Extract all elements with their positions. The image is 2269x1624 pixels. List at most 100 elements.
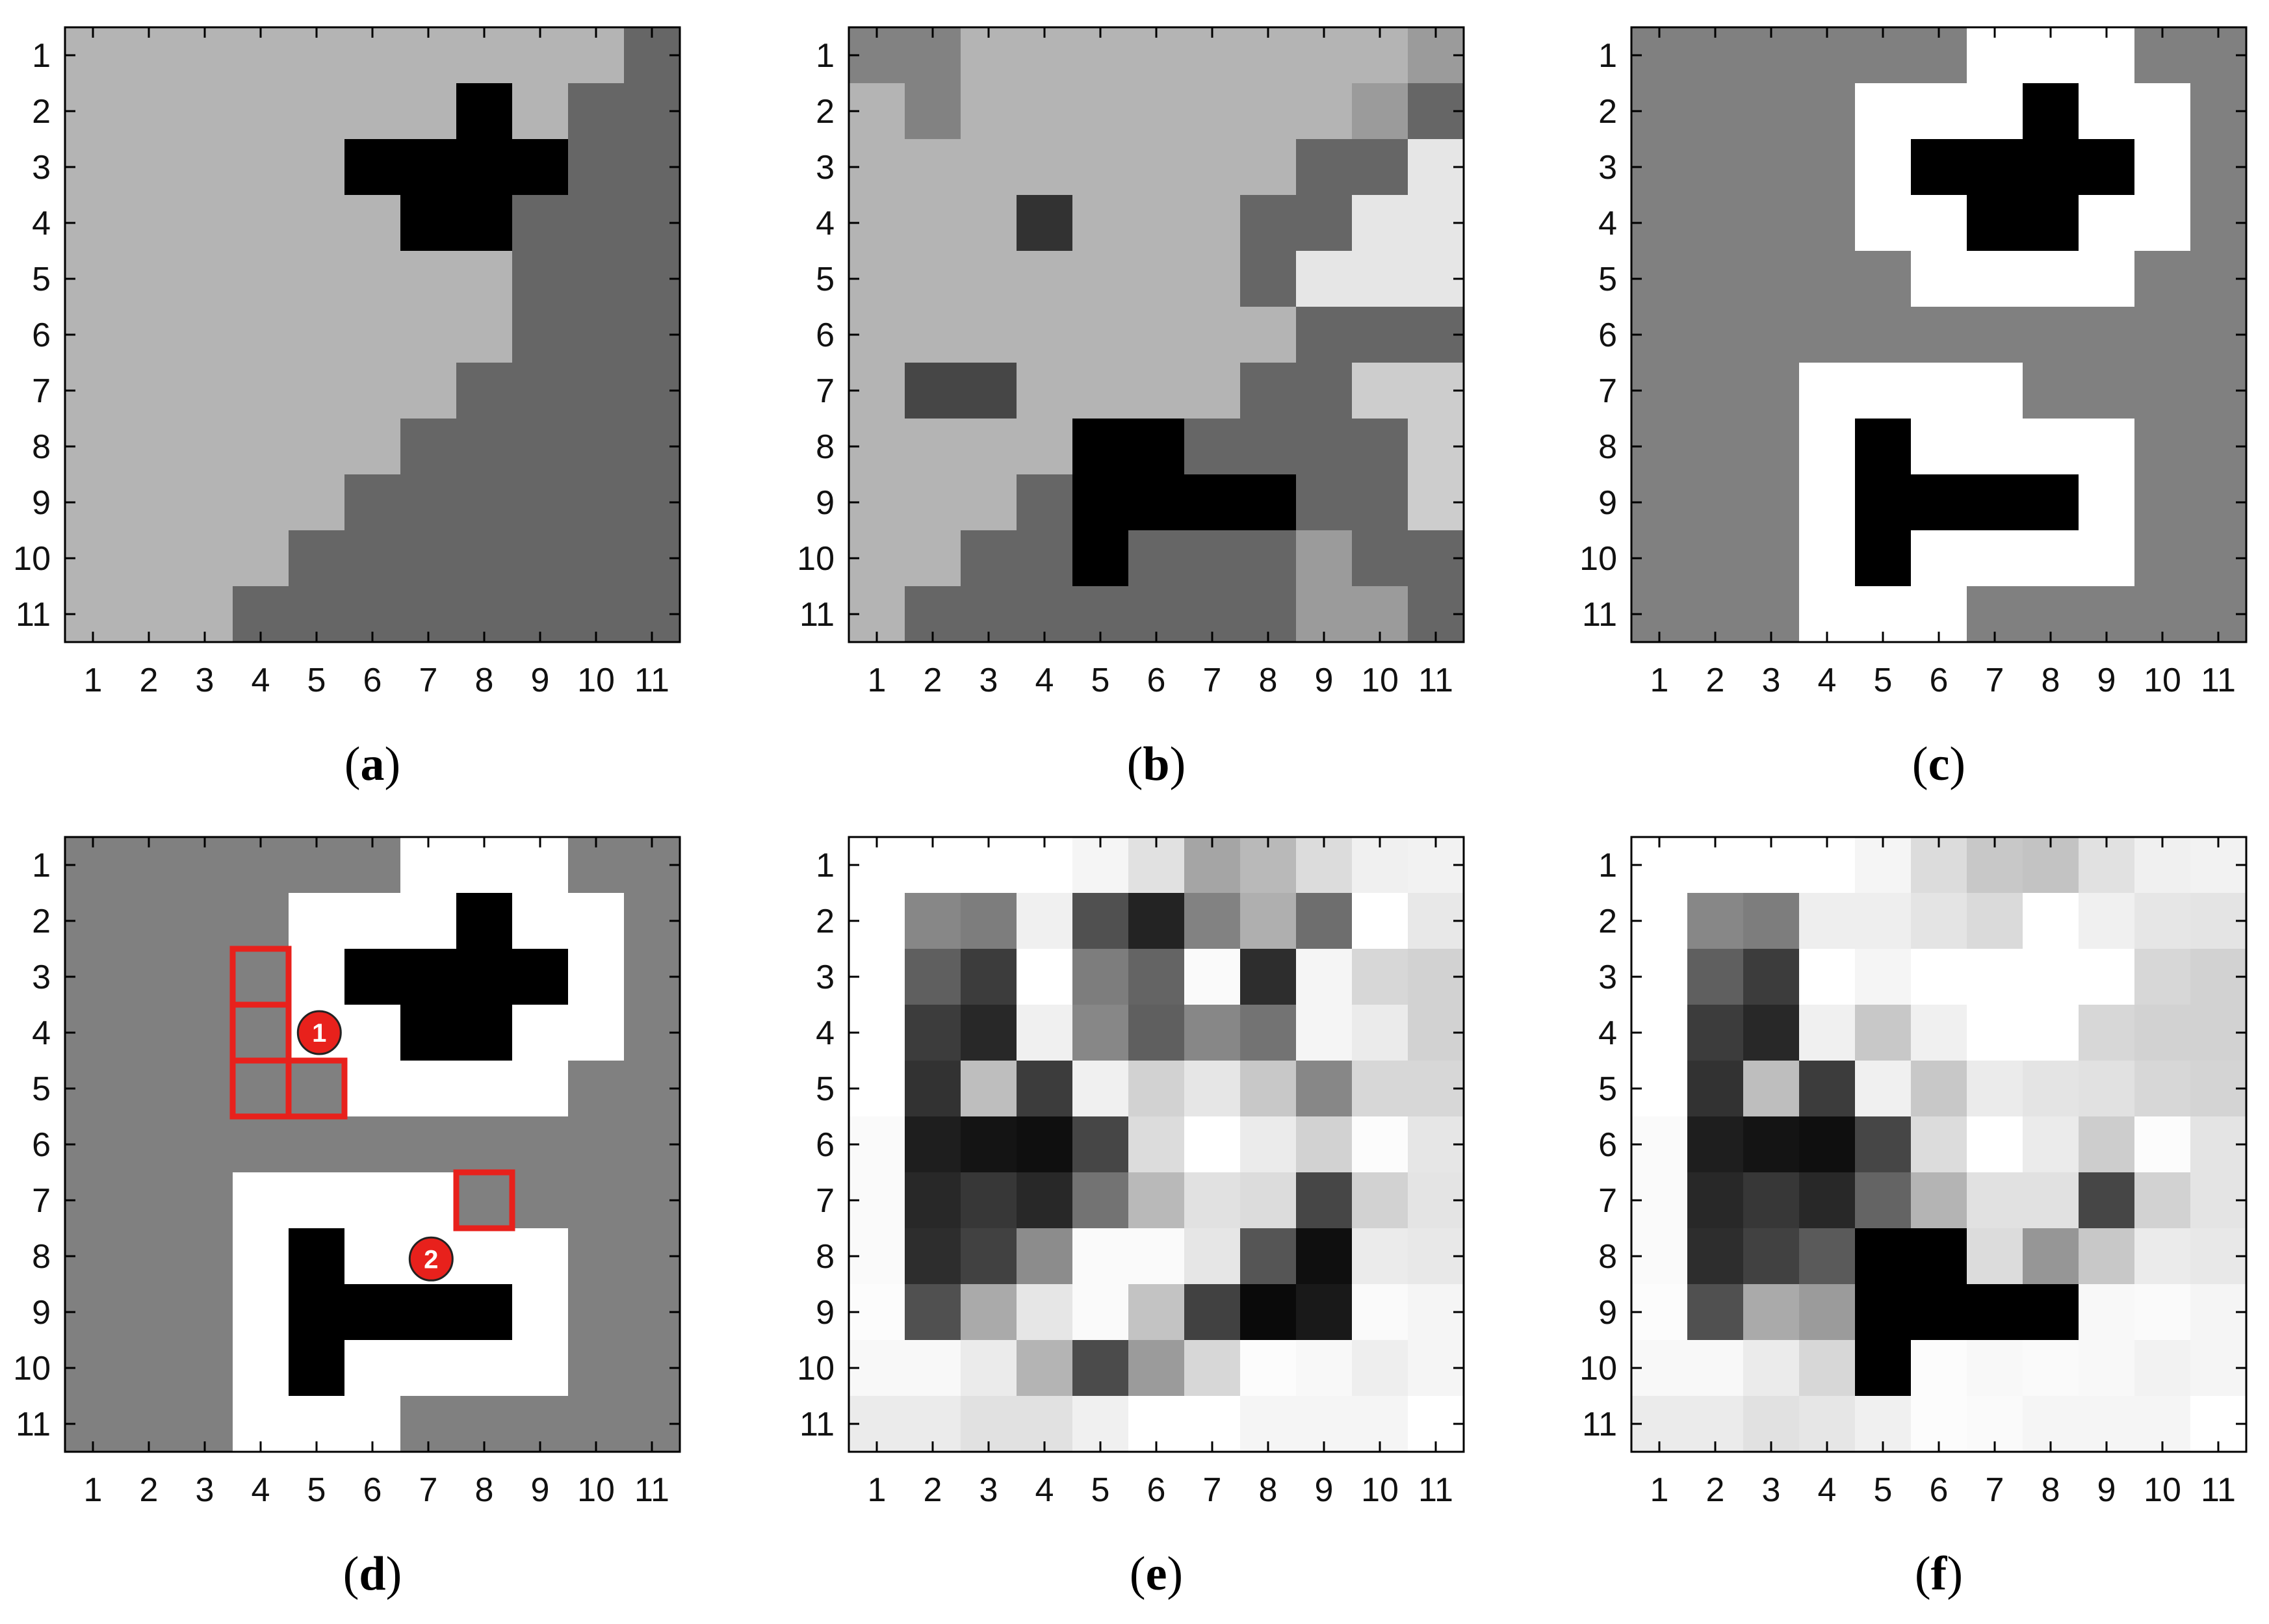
- y-tick-label: 6: [816, 1126, 835, 1164]
- cell-r10-c2: [1687, 1340, 1744, 1397]
- cell-r5-c10: [2134, 251, 2191, 307]
- cell-r7-c10: [1352, 363, 1408, 419]
- cell-r3-c4: [1799, 139, 1856, 196]
- cell-r9-c9: [512, 474, 569, 531]
- cell-r10-c9: [1296, 530, 1353, 587]
- cell-r7-c7: [1967, 363, 2023, 419]
- cell-r9-c5: [1855, 1284, 1912, 1341]
- x-tick-label: 6: [363, 1471, 382, 1509]
- cell-r6-c2: [1687, 307, 1744, 363]
- cell-r9-c2: [1687, 474, 1744, 531]
- cell-r8-c5: [1855, 1228, 1912, 1285]
- panel-caption: (b): [1127, 738, 1186, 791]
- cell-r10-c2: [1687, 530, 1744, 587]
- cell-r3-c10: [1352, 139, 1408, 196]
- cell-r6-c4: [233, 1116, 289, 1173]
- cell-r6-c8: [2023, 1116, 2079, 1173]
- cell-r4-c3: [1743, 195, 1800, 251]
- cell-r8-c8: [456, 1228, 513, 1285]
- cell-r9-c3: [961, 1284, 1017, 1341]
- cell-r5-c5: [289, 1061, 345, 1117]
- cell-r6-c6: [344, 307, 401, 363]
- cell-r6-c6: [1911, 307, 1967, 363]
- cell-r6-c10: [1352, 307, 1408, 363]
- cell-r5-c5: [1072, 1061, 1129, 1117]
- cell-r4-c2: [905, 1005, 961, 1061]
- cell-r10-c9: [2079, 530, 2135, 587]
- cell-r2-c4: [1799, 83, 1856, 140]
- x-tick-label: 3: [979, 1471, 998, 1509]
- cell-r6-c5: [1072, 1116, 1129, 1173]
- cell-r3-c6: [344, 949, 401, 1005]
- cell-r2-c9: [512, 83, 569, 140]
- cell-r5-c3: [961, 251, 1017, 307]
- cell-r2-c4: [233, 893, 289, 949]
- y-tick-label: 2: [816, 93, 835, 131]
- y-tick-label: 5: [1598, 1070, 1617, 1108]
- cell-r5-c3: [1743, 1061, 1800, 1117]
- cell-r10-c5: [289, 1340, 345, 1397]
- cell-r10-c4: [1799, 1340, 1856, 1397]
- cell-r8-c3: [961, 419, 1017, 475]
- cell-r9-c7: [400, 474, 457, 531]
- cell-r7-c4: [1799, 1172, 1856, 1229]
- cell-r5-c5: [289, 251, 345, 307]
- cell-r3-c8: [2023, 139, 2079, 196]
- cell-r10-c5: [289, 530, 345, 587]
- cell-r4-c6: [1911, 195, 1967, 251]
- y-tick-label: 11: [16, 1406, 51, 1443]
- cell-r2-c7: [1967, 83, 2023, 140]
- x-tick-label: 8: [2042, 1471, 2060, 1509]
- highlight-box: [285, 1057, 348, 1120]
- cell-r2-c5: [1855, 83, 1912, 140]
- cell-r5-c2: [121, 1061, 177, 1117]
- y-tick-label: 9: [32, 484, 51, 522]
- cell-r9-c6: [1128, 1284, 1185, 1341]
- cell-r9-c2: [905, 1284, 961, 1341]
- x-tick-label: 10: [577, 1471, 615, 1509]
- cell-r8-c7: [400, 419, 457, 475]
- x-tick-label: 1: [84, 662, 103, 699]
- cell-r2-c6: [1911, 893, 1967, 949]
- cell-r6-c4: [233, 307, 289, 363]
- cell-r8-c6: [1128, 1228, 1185, 1285]
- cell-r5-c4: [1017, 1061, 1073, 1117]
- y-tick-label: 11: [16, 596, 51, 634]
- x-tick-label: 6: [363, 662, 382, 699]
- cell-r8-c2: [121, 419, 177, 475]
- x-tick-label: 3: [979, 662, 998, 699]
- x-tick-label: 4: [1818, 1471, 1837, 1509]
- cell-r3-c7: [400, 139, 457, 196]
- cell-r9-c6: [344, 474, 401, 531]
- cell-r8-c5: [1072, 1228, 1129, 1285]
- cell-r8-c10: [2134, 419, 2191, 475]
- cell-r9-c2: [905, 474, 961, 531]
- cell-r3-c3: [177, 949, 233, 1005]
- cell-r5-c2: [121, 251, 177, 307]
- cell-r8-c7: [1184, 419, 1241, 475]
- y-tick-label: 5: [32, 1070, 51, 1108]
- cell-r8-c10: [1352, 1228, 1408, 1285]
- cell-r7-c6: [1911, 1172, 1967, 1229]
- cell-r2-c5: [289, 893, 345, 949]
- x-tick-label: 4: [252, 662, 270, 699]
- cell-r2-c3: [961, 893, 1017, 949]
- cell-r9-c10: [568, 474, 625, 531]
- cell-r5-c4: [233, 1061, 289, 1117]
- cell-r6-c7: [1184, 1116, 1241, 1173]
- cell-r10-c10: [1352, 1340, 1408, 1397]
- cell-r3-c2: [121, 949, 177, 1005]
- x-tick-label: 10: [2144, 1471, 2181, 1509]
- x-tick-label: 8: [475, 1471, 494, 1509]
- cell-r6-c10: [2134, 1116, 2191, 1173]
- y-tick-label: 10: [797, 1350, 835, 1387]
- cell-r5-c5: [1072, 251, 1129, 307]
- cell-r10-c3: [1743, 530, 1800, 587]
- cell-r9-c4: [233, 474, 289, 531]
- cell-r9-c8: [2023, 1284, 2079, 1341]
- cell-r4-c7: [400, 1005, 457, 1061]
- cell-r4-c6: [1128, 195, 1185, 251]
- cell-r5-c5: [1855, 1061, 1912, 1117]
- cell-r6-c5: [1855, 1116, 1912, 1173]
